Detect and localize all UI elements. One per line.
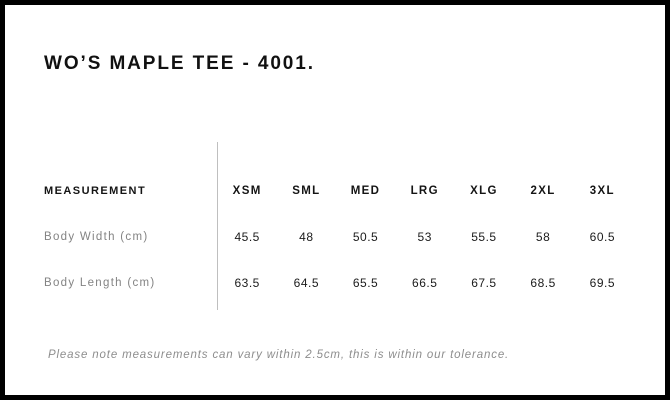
row-label-body-width: Body Width (cm) — [44, 231, 149, 243]
cell-body-width-sml: 48 — [299, 230, 314, 244]
cell-body-width-lrg: 53 — [417, 230, 432, 244]
cell-body-length-med: 65.5 — [352, 276, 379, 290]
column-header-xsm: XSM — [232, 185, 262, 197]
page-title: WO’S MAPLE TEE - 4001. — [44, 53, 315, 74]
table-row: Body Width (cm) 45.5 48 50.5 53 55.5 58 … — [44, 214, 632, 260]
size-chart-table: MEASUREMENT XSM SML MED LRG XLG 2XL 3XL … — [44, 168, 632, 306]
column-header-measurement: MEASUREMENT — [44, 185, 147, 197]
column-header-2xl: 2XL — [530, 185, 556, 197]
table-row: Body Length (cm) 63.5 64.5 65.5 66.5 67.… — [44, 260, 632, 306]
cell-body-width-3xl: 60.5 — [589, 230, 616, 244]
size-chart-content: WO’S MAPLE TEE - 4001. MEASUREMENT XSM S… — [5, 5, 665, 395]
cell-body-length-lrg: 66.5 — [412, 276, 438, 290]
cell-body-length-2xl: 68.5 — [530, 276, 556, 290]
tolerance-note: Please note measurements can vary within… — [48, 349, 510, 361]
cell-body-width-xsm: 45.5 — [234, 230, 260, 244]
cell-body-length-sml: 64.5 — [293, 276, 320, 290]
column-header-3xl: 3XL — [589, 185, 615, 197]
table-header-row: MEASUREMENT XSM SML MED LRG XLG 2XL 3XL — [44, 168, 632, 214]
row-label-body-length: Body Length (cm) — [44, 277, 156, 289]
column-header-sml: SML — [292, 185, 321, 197]
cell-body-width-xlg: 55.5 — [471, 230, 497, 244]
cell-body-length-xsm: 63.5 — [234, 276, 260, 290]
cell-body-width-2xl: 58 — [535, 230, 551, 244]
cell-body-length-3xl: 69.5 — [589, 276, 616, 290]
column-header-xlg: XLG — [470, 185, 498, 197]
column-header-med: MED — [350, 185, 381, 197]
cell-body-length-xlg: 67.5 — [471, 276, 497, 290]
cell-body-width-med: 50.5 — [352, 230, 379, 244]
column-header-lrg: LRG — [410, 185, 439, 197]
table-column-divider — [217, 142, 218, 310]
